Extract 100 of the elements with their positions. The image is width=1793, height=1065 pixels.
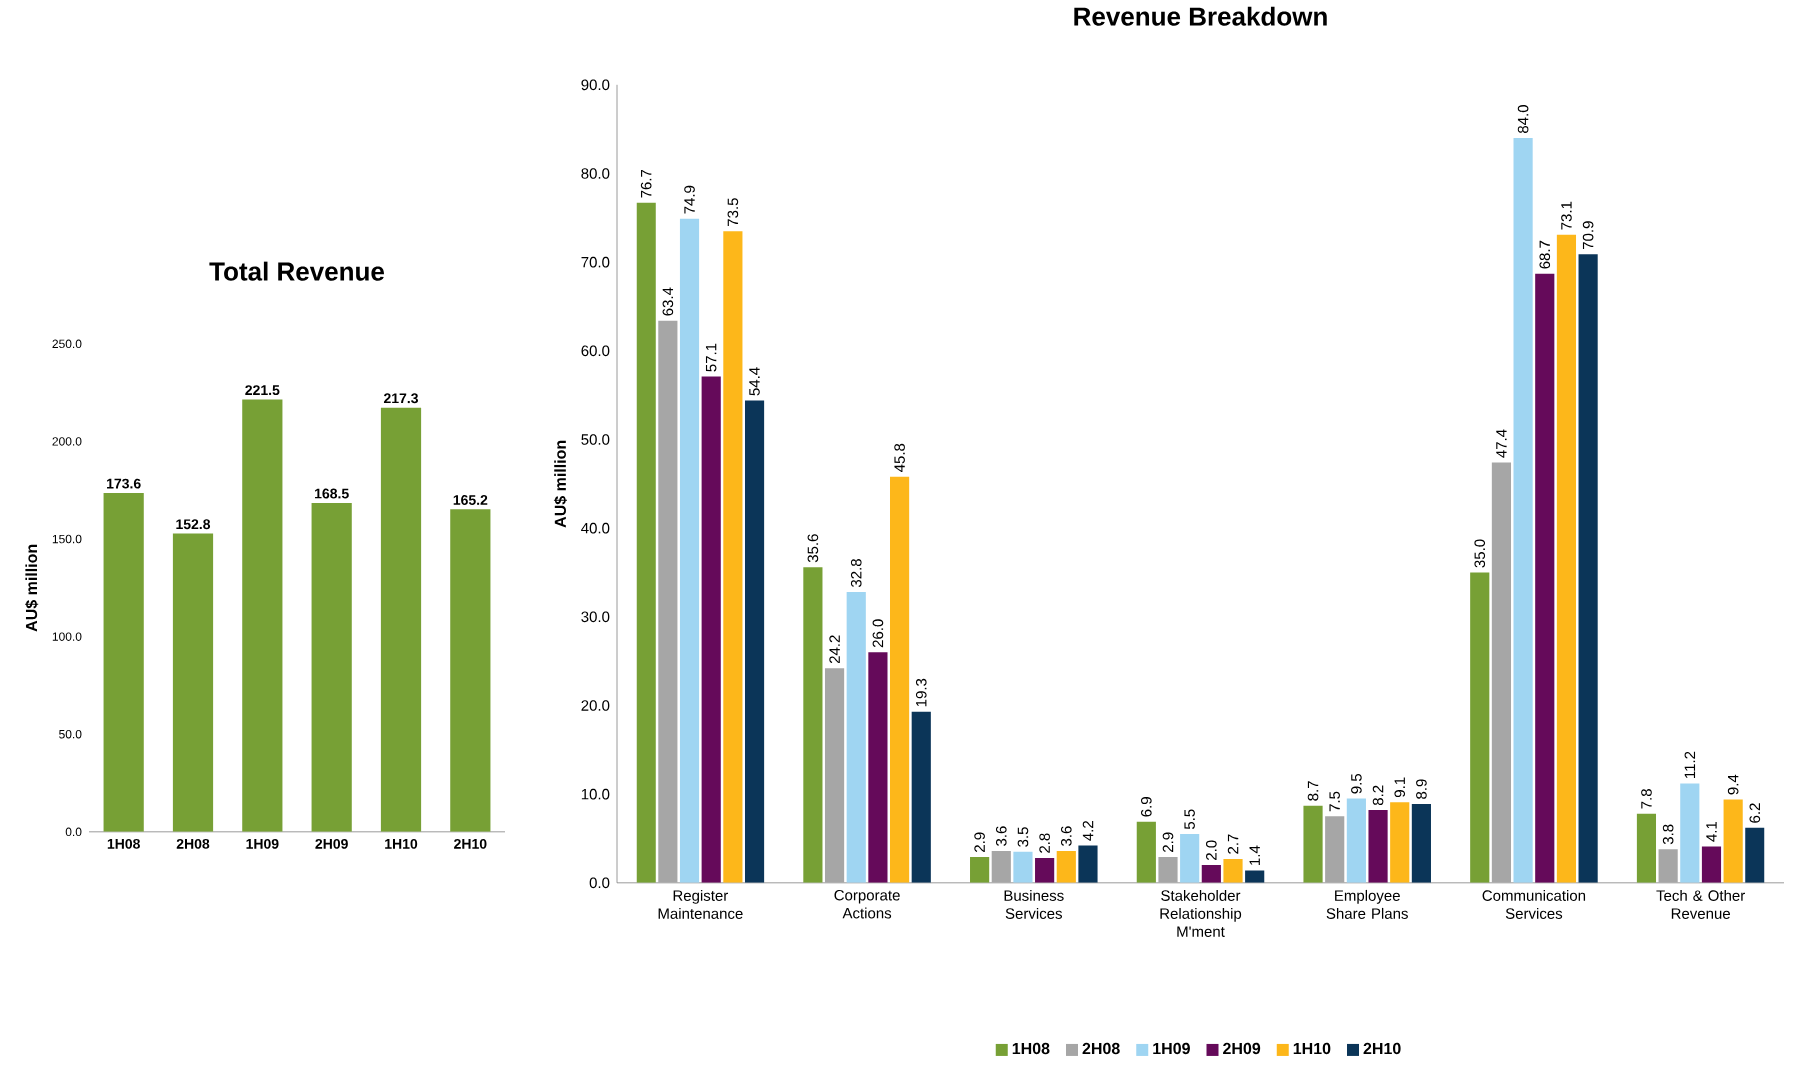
bar (1078, 845, 1098, 883)
y-tick-label: 90.0 (581, 79, 610, 91)
data-label: 32.8 (850, 559, 862, 588)
data-label: 2.8 (1039, 833, 1050, 853)
y-tick-label: 30.0 (581, 611, 610, 623)
data-label: 24.2 (829, 635, 840, 664)
data-label: 74.9 (684, 185, 695, 214)
y-tick-label: 60.0 (581, 345, 610, 357)
y-tick-label: 0.0 (65, 827, 82, 837)
bar (1680, 783, 1700, 883)
data-label: 2.9 (1162, 832, 1174, 852)
bar (744, 400, 765, 883)
bar (1303, 805, 1323, 883)
bar (311, 502, 352, 832)
x-tick-label: Corporate Actions (834, 889, 900, 919)
x-tick-label: Tech & Other Revenue (1656, 889, 1745, 919)
data-label: 73.1 (1561, 201, 1572, 230)
bar (1035, 858, 1055, 883)
bar (380, 407, 422, 832)
x-tick-label: 2H08 (176, 838, 210, 849)
data-label: 7.5 (1329, 791, 1340, 812)
data-label: 35.0 (1474, 539, 1486, 568)
legend-label: 2H10 (1363, 1042, 1401, 1055)
data-label: 57.1 (705, 343, 717, 372)
data-label: 217.3 (383, 393, 419, 404)
x-tick-label: 1H10 (385, 838, 418, 849)
data-label: 3.6 (995, 826, 1007, 846)
data-label: 3.8 (1662, 824, 1674, 845)
x-tick-label: 2H10 (454, 838, 487, 849)
bar (450, 509, 491, 832)
data-label: 2.7 (1227, 834, 1239, 854)
y-tick-label: 10.0 (581, 788, 610, 800)
data-label: 6.9 (1141, 797, 1152, 817)
bar (1701, 846, 1722, 883)
data-label: 73.5 (727, 198, 739, 226)
data-label: 152.8 (176, 519, 211, 530)
bar (1491, 462, 1512, 883)
bar (824, 668, 845, 883)
bar (103, 492, 144, 832)
bar (636, 202, 656, 883)
data-label: 19.3 (915, 678, 927, 707)
bar (1201, 865, 1221, 883)
bar (1723, 799, 1743, 883)
data-label: 9.4 (1727, 774, 1739, 795)
data-label: 4.2 (1082, 821, 1094, 841)
legend-label: 1H08 (1012, 1042, 1050, 1055)
bar (1223, 858, 1243, 883)
bar (1245, 870, 1265, 883)
bar (1013, 851, 1033, 883)
x-tick-label: 2H09 (315, 838, 348, 849)
data-label: 8.9 (1416, 779, 1427, 799)
data-label: 4.1 (1706, 821, 1717, 842)
data-label: 68.7 (1539, 240, 1551, 269)
bar (1535, 273, 1555, 883)
data-label: 2.0 (1206, 840, 1217, 860)
bar (868, 652, 888, 883)
x-tick-label: Communication Services (1482, 889, 1586, 919)
bar (1745, 827, 1765, 883)
data-label: 11.2 (1684, 751, 1696, 778)
bar (1390, 802, 1410, 883)
bar (1411, 803, 1431, 883)
data-label: 173.6 (107, 478, 141, 489)
data-label: 70.9 (1582, 221, 1594, 249)
data-label: 8.7 (1307, 781, 1319, 801)
data-label: 165.2 (453, 495, 488, 505)
bar (970, 857, 990, 883)
y-axis-title: AU$ million (25, 544, 39, 632)
bar (991, 850, 1011, 883)
x-tick-label: Stakeholder Relationship M'ment (1160, 889, 1242, 937)
y-tick-label: 20.0 (581, 700, 610, 711)
bar (1368, 810, 1388, 883)
x-tick-label: 1H09 (246, 838, 279, 849)
y-tick-label: 70.0 (581, 256, 610, 268)
bar (679, 218, 700, 883)
legend-label: 2H08 (1082, 1042, 1120, 1055)
bar (890, 476, 910, 883)
x-tick-label: Employee Share Plans (1326, 889, 1408, 919)
data-label: 26.0 (872, 619, 884, 648)
data-label: 9.5 (1351, 773, 1362, 794)
bar (172, 533, 214, 832)
bar (1470, 572, 1490, 883)
y-tick-label: 50.0 (581, 434, 610, 445)
chart-title: Revenue Breakdown (1074, 6, 1327, 26)
y-tick-label: 150.0 (52, 534, 82, 544)
y-axis-title: AU$ million (553, 440, 568, 528)
data-label: 3.5 (1017, 827, 1029, 847)
bar (1180, 834, 1200, 883)
x-tick-label: Register Maintenance (658, 889, 743, 919)
bar (1325, 816, 1345, 883)
legend-label: 1H10 (1293, 1042, 1331, 1055)
y-tick-label: 50.0 (59, 729, 82, 739)
bar (1658, 849, 1678, 883)
legend-label: 1H09 (1153, 1042, 1190, 1055)
bar (1158, 857, 1178, 883)
data-label: 76.7 (640, 169, 652, 198)
legend-label: 2H09 (1223, 1042, 1261, 1055)
data-label: 63.4 (662, 287, 674, 316)
data-label: 1.4 (1249, 845, 1260, 865)
data-label: 47.4 (1496, 429, 1507, 458)
data-label: 35.6 (807, 534, 819, 563)
